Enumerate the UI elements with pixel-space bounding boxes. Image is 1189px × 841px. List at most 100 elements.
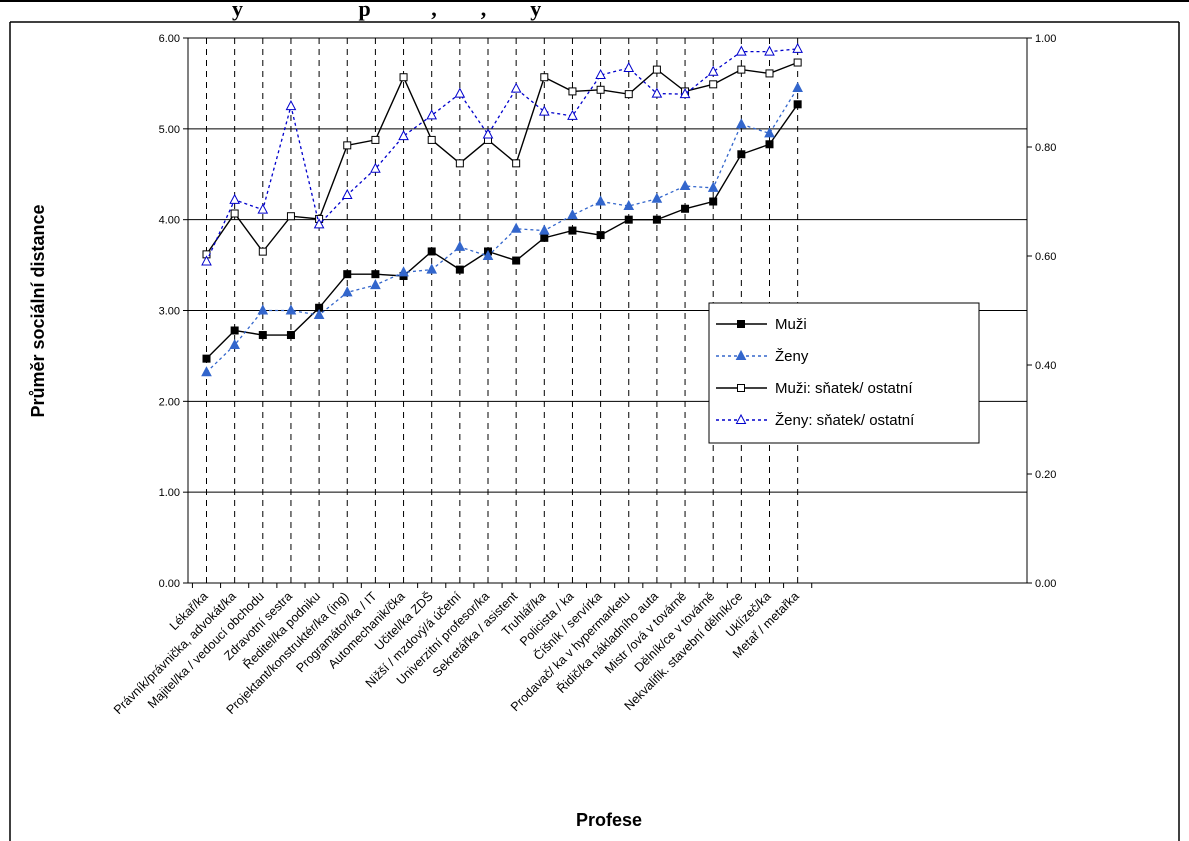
data-point bbox=[793, 58, 802, 67]
data-point bbox=[341, 188, 353, 199]
data-point bbox=[595, 195, 606, 206]
data-point bbox=[679, 88, 691, 99]
data-point bbox=[709, 80, 718, 89]
data-point bbox=[651, 192, 663, 203]
data-point bbox=[792, 81, 803, 92]
data-point bbox=[285, 304, 297, 315]
data-point bbox=[313, 308, 325, 320]
data-point bbox=[736, 45, 747, 56]
plot-area-border bbox=[187, 37, 1028, 584]
data-point bbox=[624, 90, 633, 99]
data-point bbox=[341, 286, 353, 297]
data-point bbox=[482, 249, 494, 260]
y2-tick-label: 0.40 bbox=[1035, 360, 1056, 372]
data-point bbox=[567, 109, 578, 120]
data-point bbox=[623, 199, 635, 211]
x-axis-title: Profese bbox=[576, 810, 642, 830]
data-point bbox=[426, 263, 438, 274]
data-point bbox=[737, 65, 746, 74]
data-point bbox=[652, 215, 661, 224]
legend: Muži Ženy Muži: sňatek/ ostatní Ženy: sňate… bbox=[708, 302, 980, 444]
data-point bbox=[286, 212, 295, 221]
data-point bbox=[371, 135, 380, 144]
y-tick-label: 1.00 bbox=[159, 487, 180, 499]
series-layer bbox=[201, 42, 803, 377]
data-point bbox=[568, 87, 577, 96]
data-point bbox=[764, 127, 775, 138]
series-2 bbox=[201, 81, 803, 377]
series-line bbox=[206, 103, 799, 360]
data-point bbox=[652, 65, 661, 74]
data-point bbox=[538, 105, 550, 116]
data-point bbox=[201, 255, 212, 266]
legend-label: Muži bbox=[775, 316, 807, 333]
data-point bbox=[370, 278, 381, 290]
data-point bbox=[736, 118, 747, 129]
axis-layer bbox=[183, 37, 1032, 588]
data-point bbox=[257, 304, 269, 315]
title-fragment: y p , , y bbox=[232, 0, 541, 21]
legend-swatch-marker bbox=[735, 349, 747, 360]
data-point bbox=[426, 109, 438, 120]
data-point bbox=[343, 141, 352, 150]
data-point bbox=[286, 331, 295, 340]
data-point bbox=[679, 179, 691, 191]
y2-tick-label: 0.00 bbox=[1035, 578, 1056, 590]
legend-item: Ženy bbox=[716, 348, 809, 365]
data-point bbox=[540, 233, 549, 242]
data-point bbox=[230, 209, 239, 218]
legend-label: Ženy: sňatek/ ostatní bbox=[775, 412, 915, 429]
series-line bbox=[205, 48, 798, 262]
data-point bbox=[765, 69, 774, 78]
y-tick-label: 6.00 bbox=[159, 33, 180, 45]
data-point bbox=[455, 265, 464, 274]
data-point bbox=[343, 270, 352, 279]
data-point bbox=[258, 247, 267, 256]
series-line bbox=[205, 61, 798, 255]
data-point bbox=[567, 209, 578, 220]
data-point bbox=[792, 42, 803, 53]
y-tick-label: 2.00 bbox=[159, 396, 180, 408]
legend-swatch-marker bbox=[737, 320, 745, 328]
y-tick-label: 5.00 bbox=[159, 124, 180, 136]
data-point bbox=[427, 247, 436, 256]
data-point bbox=[258, 331, 267, 340]
data-point bbox=[596, 231, 605, 240]
data-point bbox=[707, 181, 719, 192]
data-point bbox=[229, 193, 240, 204]
data-point bbox=[764, 45, 775, 56]
data-point bbox=[709, 197, 718, 206]
y-axis-title: Průměr sociální distance bbox=[28, 204, 48, 417]
data-point bbox=[540, 73, 549, 82]
data-point bbox=[229, 338, 240, 350]
series-line bbox=[206, 87, 799, 373]
data-point bbox=[765, 140, 774, 149]
series-4 bbox=[201, 42, 803, 266]
data-point bbox=[512, 159, 521, 168]
data-point bbox=[651, 87, 663, 98]
grid-layer bbox=[188, 38, 1027, 583]
data-point bbox=[454, 240, 466, 251]
data-point bbox=[568, 226, 577, 235]
data-point bbox=[398, 130, 409, 141]
data-point bbox=[313, 218, 325, 229]
data-point bbox=[510, 82, 522, 93]
legend-swatch-marker bbox=[735, 413, 747, 424]
y-tick-label: 4.00 bbox=[159, 215, 180, 227]
data-point bbox=[454, 87, 466, 98]
data-point bbox=[707, 65, 719, 76]
y-tick-label: 0.00 bbox=[159, 578, 180, 590]
x-tick-label: Právník/právnička, advokát/ka bbox=[111, 589, 239, 717]
data-point bbox=[512, 256, 521, 265]
data-point bbox=[737, 150, 746, 159]
legend-swatch-marker bbox=[737, 384, 745, 392]
series-3 bbox=[202, 58, 802, 259]
data-point bbox=[230, 326, 239, 335]
data-point bbox=[510, 222, 522, 233]
data-point bbox=[371, 270, 380, 279]
y2-tick-label: 0.20 bbox=[1035, 469, 1056, 481]
y-tick-label: 3.00 bbox=[159, 306, 180, 318]
data-point bbox=[538, 224, 550, 235]
legend-item: Muži: sňatek/ ostatní bbox=[716, 380, 913, 397]
